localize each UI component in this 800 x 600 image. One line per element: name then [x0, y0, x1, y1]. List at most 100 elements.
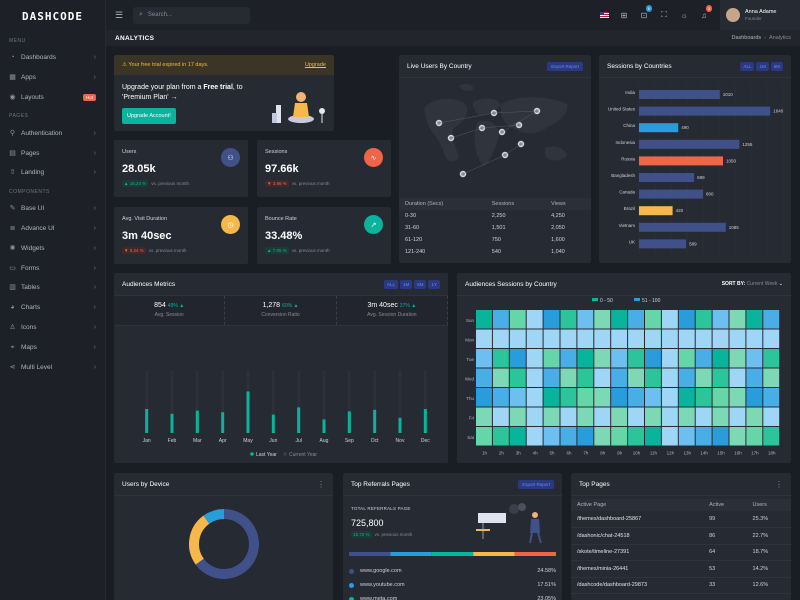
heat-cell — [560, 329, 577, 348]
data-label: 420 — [676, 208, 684, 213]
heat-cell — [763, 349, 780, 368]
card-title: Sessions by Countries — [607, 62, 672, 70]
referrals-illustration-icon — [476, 503, 542, 544]
upgrade-account-button[interactable]: Upgrade Account! — [122, 108, 176, 124]
chevron-right-icon: › — [93, 224, 96, 232]
filter-1m-button[interactable]: 1M — [399, 279, 413, 289]
table-cell: 53 — [703, 560, 747, 578]
category-label: Vietnam — [619, 223, 636, 228]
heat-cell — [492, 407, 509, 426]
sidebar-item-pages[interactable]: ▤ Pages › — [0, 143, 105, 163]
filter-6m-button[interactable]: 6M — [414, 279, 427, 289]
filter-all-button[interactable]: ALL — [740, 61, 755, 71]
stat-sub: vs. previous month — [148, 248, 187, 253]
sidebar-item-label: Landing — [21, 169, 45, 177]
bar-current-year — [423, 370, 427, 433]
table-cell: 14.2% — [746, 560, 791, 578]
sidebar-item-label: Authentication — [21, 129, 63, 137]
table-cell: 2,050 — [551, 225, 565, 231]
dot-icon — [349, 568, 354, 574]
search-input[interactable]: ⌕ Search... — [133, 6, 250, 24]
sidebar-item-apps[interactable]: ▦ Apps › — [0, 68, 105, 88]
heat-cell — [577, 427, 594, 446]
heat-cell — [645, 349, 661, 368]
heat-cell — [509, 329, 526, 348]
user-menu[interactable]: Anna Adame Founder — [720, 0, 800, 30]
table-cell: 31-60 — [405, 225, 420, 231]
chevron-right-icon: › — [93, 54, 96, 62]
sidebar-item-forms[interactable]: ▭ Forms › — [0, 258, 105, 278]
hour-label: 13h — [683, 451, 691, 456]
hour-label: 10h — [633, 451, 641, 456]
heat-cell — [628, 407, 644, 426]
bell-icon[interactable]: ♫ 3 — [701, 4, 712, 20]
theme-toggle-icon[interactable]: ☼ — [680, 10, 688, 20]
sidebar-item-authentication[interactable]: ⚲ Authentication › — [0, 123, 105, 143]
more-vertical-icon[interactable]: ⋮ — [317, 479, 325, 489]
heat-cell — [560, 349, 577, 368]
page-link[interactable]: /skote/timeline-27391 — [571, 544, 704, 561]
filter-all-button[interactable]: ALL — [383, 279, 398, 289]
heat-cell — [476, 368, 492, 387]
sidebar-item-maps[interactable]: ⌖ Maps › — [0, 337, 105, 357]
sidebar-item-multi-level[interactable]: ⋖ Multi Level › — [0, 357, 105, 377]
sidebar-item-charts[interactable]: ◕ Charts › — [0, 298, 105, 318]
export-report-button[interactable]: Export Report — [518, 479, 554, 489]
referral-site[interactable]: www.google.com — [360, 568, 402, 574]
compass-icon: ♙ — [9, 323, 16, 331]
app-logo[interactable]: DASHCODE — [22, 9, 83, 23]
breadcrumb: Dashboards › Analytics — [731, 35, 791, 41]
filter-1y-button[interactable]: 1Y — [428, 279, 440, 289]
sidebar-item-label: Widgets — [21, 244, 45, 252]
chevron-right-icon: › — [93, 323, 96, 331]
hamburger-icon[interactable]: ☰ — [115, 9, 124, 20]
sidebar-item-landing[interactable]: ⇧ Landing › — [0, 163, 105, 183]
filter-1m-button[interactable]: 1M — [756, 61, 769, 71]
export-report-button[interactable]: Export Report — [547, 61, 583, 71]
page-link[interactable]: /themes/minia-26441 — [571, 560, 704, 578]
heat-cell — [611, 427, 628, 446]
cart-icon[interactable]: ⊡ 5 — [640, 4, 652, 20]
breadcrumb-link[interactable]: Dashboards — [731, 35, 762, 41]
filter-6m-button[interactable]: 6M — [770, 61, 783, 71]
more-vertical-icon[interactable]: ⋮ — [775, 479, 783, 489]
table-cell: 1,040 — [551, 249, 565, 255]
chevron-right-icon: › — [93, 343, 96, 351]
audience-stat-change: 37% ▲ — [399, 303, 417, 309]
page-link[interactable]: /themes/dashboard-25867 — [571, 511, 704, 528]
bar — [639, 90, 720, 99]
fullscreen-icon[interactable]: ⛶ — [661, 10, 667, 19]
heat-cell — [611, 368, 628, 387]
sidebar-item-layouts[interactable]: ◉ Layouts Hot — [0, 88, 105, 108]
stat-change: ▼ 3.96 % — [265, 180, 289, 187]
page-title: ANALYTICS — [115, 34, 155, 42]
sort-dropdown[interactable]: SORT BY: Current Week ⌄ — [721, 281, 783, 287]
sidebar-item-advance-ui[interactable]: ≣ Advance UI › — [0, 219, 105, 239]
table-cell: 1,600 — [551, 237, 565, 243]
sidebar-item-base-ui[interactable]: ✎ Base UI › — [0, 199, 105, 219]
heat-cell — [746, 349, 763, 368]
sidebar-item-tables[interactable]: ▥ Tables › — [0, 278, 105, 298]
referral-site[interactable]: www.meta.com — [360, 596, 398, 600]
honour-icon: ✺ — [9, 244, 16, 252]
sidebar-item-icons[interactable]: ♙ Icons › — [0, 318, 105, 338]
day-label: Sat — [467, 435, 475, 440]
apps-grid-icon[interactable]: ⊞ — [620, 10, 628, 20]
chevron-right-icon: › — [93, 284, 96, 292]
legend-swatch — [634, 298, 640, 301]
sidebar-item-widgets[interactable]: ✺ Widgets › — [0, 238, 105, 258]
bar — [639, 222, 726, 232]
bar-last-year — [398, 417, 402, 433]
page-link[interactable]: /dashcode/dashboard-29873 — [571, 577, 704, 594]
heat-cell — [611, 407, 628, 426]
sidebar-item-dashboards[interactable]: ◔ Dashboards › — [0, 48, 105, 68]
page-link[interactable]: /dashonic/chat-24518 — [571, 527, 704, 545]
chevron-right-icon: › — [93, 304, 96, 312]
sidebar-item-label: Pages — [21, 149, 40, 157]
referral-site[interactable]: www.youtube.com — [360, 582, 405, 588]
upgrade-link[interactable]: Upgrade — [304, 62, 326, 68]
top-pages-card: Top Pages ⋮ Active Page Active Users /theme… — [571, 473, 791, 600]
day-label: Wed — [465, 376, 475, 381]
flag-icon[interactable] — [594, 11, 614, 20]
stat-sub: vs. previous month — [151, 181, 190, 186]
